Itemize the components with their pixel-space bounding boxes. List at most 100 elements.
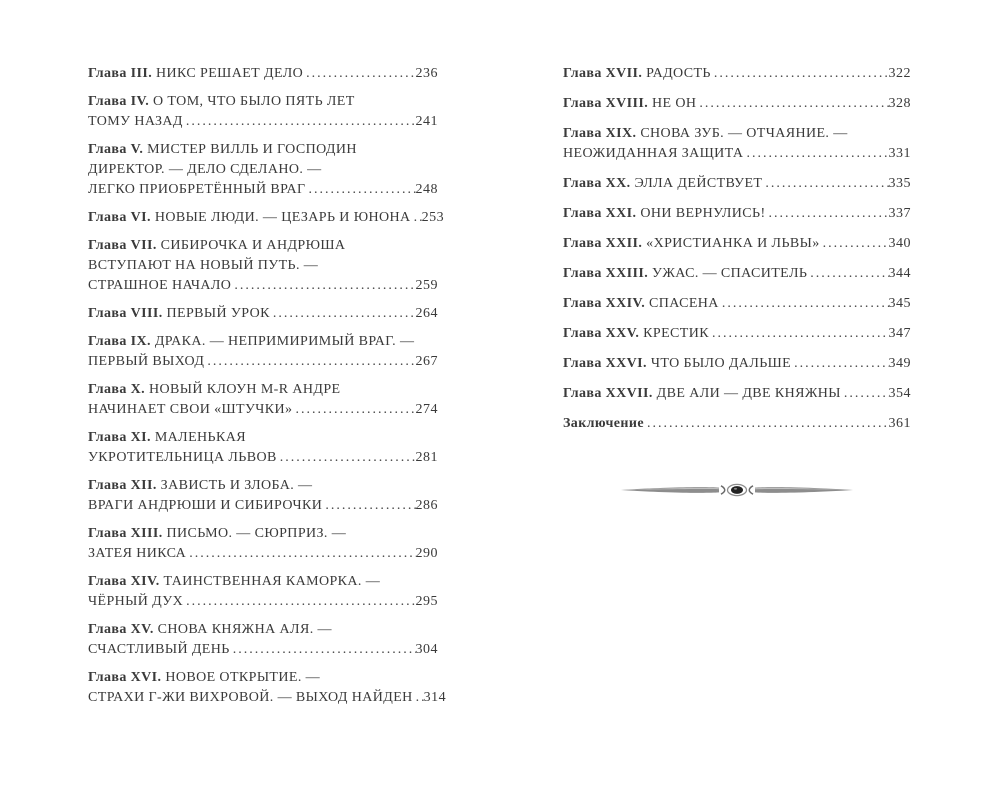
toc-line: Глава XXI. ОНИ ВЕРНУЛИСЬ!...............…: [563, 204, 911, 224]
chapter-title: ДВЕ АЛИ — ДВЕ КНЯЖНЫ: [656, 386, 841, 401]
toc-line: Глава XX. ЭЛЛА ДЕЙСТВУЕТ................…: [563, 174, 911, 194]
toc-entry: Глава XVIII. НЕ ОН......................…: [563, 94, 911, 114]
toc-entry: Глава VIII. ПЕРВЫЙ УРОК.................…: [88, 304, 438, 324]
dot-leader: ........................................…: [234, 278, 416, 293]
chapter-label: Глава XXI.: [563, 206, 641, 221]
dot-leader: ........................................…: [810, 266, 888, 281]
toc-line: СТРАШНОЕ НАЧАЛО.........................…: [88, 276, 438, 296]
chapter-title: ПЕРВЫЙ УРОК: [166, 306, 270, 321]
chapter-title: НИКС РЕШАЕТ ДЕЛО: [156, 66, 304, 81]
chapter-title: РАДОСТЬ: [646, 66, 711, 81]
toc-line: Глава III. НИКС РЕШАЕТ ДЕЛО.............…: [88, 64, 438, 84]
dot-leader: ........................................…: [186, 594, 416, 609]
toc-line: Глава IX. ДРАКА. — НЕПРИМИРИМЫЙ ВРАГ. —: [88, 332, 438, 352]
chapter-label: Глава X.: [88, 382, 149, 397]
toc-line: Глава XVII. РАДОСТЬ.....................…: [563, 64, 911, 84]
chapter-label: Глава XXII.: [563, 236, 647, 251]
chapter-title: СТРАХИ Г-ЖИ ВИХРОВОЙ. — ВЫХОД НАЙДЕН: [88, 690, 413, 705]
spindle-divider-ornament-icon: [621, 483, 853, 497]
page-number: 236: [415, 66, 438, 81]
chapter-title: УЖАС. — СПАСИТЕЛЬ: [652, 266, 808, 281]
page-number: 264: [415, 306, 438, 321]
toc-entry: Глава XXI. ОНИ ВЕРНУЛИСЬ!...............…: [563, 204, 911, 224]
chapter-title: НОВЫЙ КЛОУН M-R АНДРЕ: [148, 382, 341, 397]
chapter-label: Глава XI.: [88, 430, 155, 445]
toc-line: Глава XXIV. СПАСЕНА.....................…: [563, 294, 911, 314]
dot-leader: ........................................…: [413, 210, 422, 225]
chapter-label: Глава VIII.: [88, 306, 167, 321]
dot-leader: ........................................…: [325, 498, 415, 513]
page-number: 253: [421, 210, 445, 225]
chapter-label: Глава XXVII.: [563, 386, 657, 401]
toc-entry: Глава XIV. ТАИНСТВЕННАЯ КАМОРКА. — ЧЁРНЫЙ…: [88, 572, 438, 612]
toc-line: Глава XXVI. ЧТО БЫЛО ДАЛЬШЕ.............…: [563, 354, 911, 374]
page-number: 328: [888, 96, 911, 111]
toc-line: ДИРЕКТОР. — ДЕЛО СДЕЛАНО. —: [88, 160, 438, 180]
dot-leader: ........................................…: [746, 146, 888, 161]
chapter-title: СТРАШНОЕ НАЧАЛО: [88, 278, 232, 293]
chapter-title: ПЕРВЫЙ ВЫХОД: [88, 354, 205, 369]
chapter-title: ТАИНСТВЕННАЯ КАМОРКА. —: [163, 574, 381, 589]
chapter-label: Глава XII.: [88, 478, 161, 493]
chapter-label: Глава XIX.: [563, 126, 641, 141]
toc-entry: Глава III. НИКС РЕШАЕТ ДЕЛО.............…: [88, 64, 438, 84]
toc-entry: Глава VII. СИБИРОЧКА И АНДРЮША ВСТУПАЮТ Н…: [88, 236, 438, 296]
page-number: 354: [888, 386, 911, 401]
toc-entry: Глава XIX. СНОВА ЗУБ. — ОТЧАЯНИЕ. — НЕОЖИ…: [563, 124, 911, 164]
dot-leader: ........................................…: [646, 416, 889, 431]
chapter-label: Глава VI.: [88, 210, 155, 225]
toc-entry: Глава XVII. РАДОСТЬ.....................…: [563, 64, 911, 84]
toc-entry: Глава XXVII. ДВЕ АЛИ — ДВЕ КНЯЖНЫ.......…: [563, 384, 911, 404]
toc-line: Глава XI. МАЛЕНЬКАЯ: [88, 428, 438, 448]
dot-leader: ........................................…: [295, 402, 416, 417]
toc-entry: Глава XV. СНОВА КНЯЖНА АЛЯ. — СЧАСТЛИВЫЙ …: [88, 620, 438, 660]
dot-leader: ........................................…: [721, 296, 889, 311]
toc-line: НАЧИНАЕТ СВОИ «ШТУЧКИ»..................…: [88, 400, 438, 420]
dot-leader: ........................................…: [306, 66, 416, 81]
toc-entry: Глава XVI. НОВОЕ ОТКРЫТИЕ. — СТРАХИ Г-ЖИ …: [88, 668, 446, 708]
chapter-title: ДИРЕКТОР. — ДЕЛО СДЕЛАНО. —: [88, 162, 322, 177]
dot-leader: ........................................…: [768, 206, 889, 221]
page-number: 349: [888, 356, 911, 371]
toc-line: Глава X. НОВЫЙ КЛОУН M-R АНДРЕ: [88, 380, 438, 400]
toc-entry: Глава XXVI. ЧТО БЫЛО ДАЛЬШЕ.............…: [563, 354, 911, 374]
chapter-label: Глава XV.: [88, 622, 158, 637]
page-number: 259: [415, 278, 438, 293]
chapter-title: ЗАВИСТЬ И ЗЛОБА. —: [160, 478, 313, 493]
chapter-title: КРЕСТИК: [643, 326, 709, 341]
page-number: 267: [415, 354, 438, 369]
chapter-label: Глава XXIV.: [563, 296, 650, 311]
toc-line: Глава V. МИСТЕР ВИЛЛЬ И ГОСПОДИН: [88, 140, 438, 160]
toc-entry: Глава XIII. ПИСЬМО. — СЮРПРИЗ. — ЗАТЕЯ НИ…: [88, 524, 438, 564]
chapter-title: СИБИРОЧКА И АНДРЮША: [160, 238, 346, 253]
toc-line: СТРАХИ Г-ЖИ ВИХРОВОЙ. — ВЫХОД НАЙДЕН....…: [88, 688, 446, 708]
page-number: 295: [415, 594, 438, 609]
toc-column-left: Глава III. НИКС РЕШАЕТ ДЕЛО.............…: [88, 64, 446, 716]
toc-line: Глава XXV. КРЕСТИК......................…: [563, 324, 911, 344]
toc-line: НЕОЖИДАННАЯ ЗАЩИТА......................…: [563, 144, 911, 164]
dot-leader: ........................................…: [765, 176, 888, 191]
toc-line: Глава VIII. ПЕРВЫЙ УРОК.................…: [88, 304, 438, 324]
chapter-title: ВРАГИ АНДРЮШИ И СИБИРОЧКИ: [88, 498, 323, 513]
dot-leader: ........................................…: [279, 450, 416, 465]
page-number: 281: [415, 450, 438, 465]
page-number: 344: [888, 266, 911, 281]
dot-leader: ........................................…: [699, 96, 888, 111]
chapter-title: СПАСЕНА: [649, 296, 719, 311]
dot-leader: ........................................…: [713, 66, 889, 81]
dot-leader: ........................................…: [843, 386, 889, 401]
dot-leader: ........................................…: [232, 642, 416, 657]
toc-line: ТОМУ НАЗАД..............................…: [88, 112, 438, 132]
chapter-title: ЧЁРНЫЙ ДУХ: [88, 594, 184, 609]
toc-entry: Глава XXV. КРЕСТИК......................…: [563, 324, 911, 344]
page-number: 286: [415, 498, 438, 513]
toc-line: ВРАГИ АНДРЮШИ И СИБИРОЧКИ...............…: [88, 496, 438, 516]
toc-entry: Глава VI. НОВЫЕ ЛЮДИ. — ЦЕЗАРЬ И ЮНОНА..…: [88, 208, 444, 228]
toc-line: СЧАСТЛИВЫЙ ДЕНЬ.........................…: [88, 640, 438, 660]
chapter-label: Глава VII.: [88, 238, 161, 253]
dot-leader: ........................................…: [415, 690, 424, 705]
chapter-title: ЗАТЕЯ НИКСА: [88, 546, 187, 561]
toc-line: ЛЕГКО ПРИОБРЕТЁННЫЙ ВРАГ................…: [88, 180, 438, 200]
toc-entry: Глава XI. МАЛЕНЬКАЯ УКРОТИТЕЛЬНИЦА ЛЬВОВ.…: [88, 428, 438, 468]
toc-column-right: Глава XVII. РАДОСТЬ.....................…: [563, 64, 911, 503]
